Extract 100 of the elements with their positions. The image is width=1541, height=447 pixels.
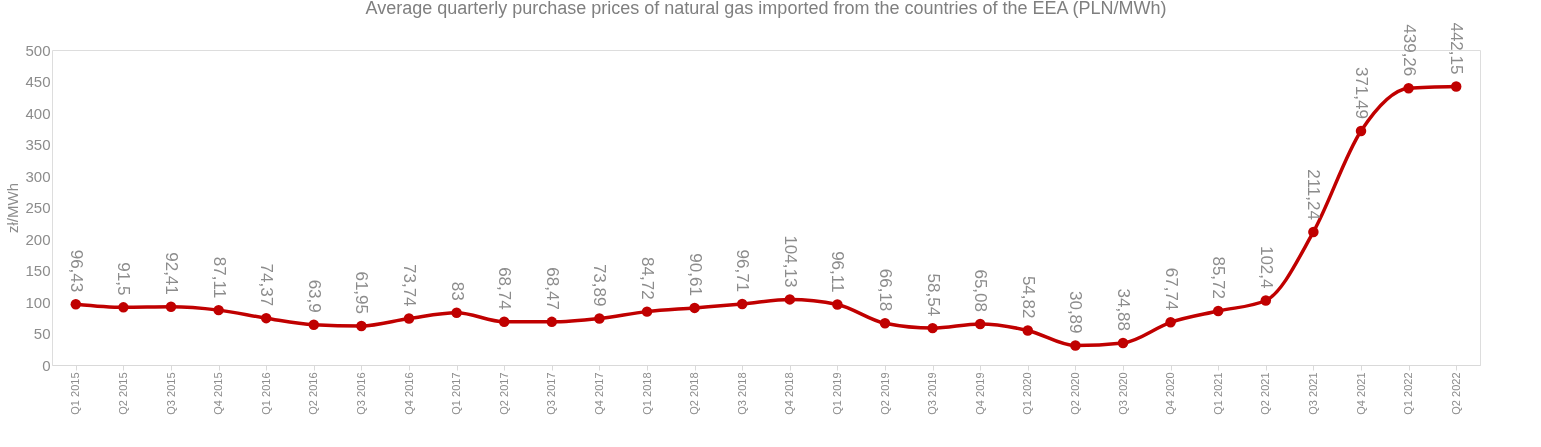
point xyxy=(1022,325,1034,336)
x-tick-label: Q4 2020 xyxy=(1164,372,1177,415)
data-label: 442,15 xyxy=(1447,22,1467,75)
x-tick-label: Q1 2020 xyxy=(1021,372,1034,415)
y-tick-label: 400 xyxy=(25,104,51,122)
data-label: 104,13 xyxy=(780,235,800,288)
point xyxy=(1355,125,1367,137)
point xyxy=(118,302,129,313)
point xyxy=(403,313,415,324)
data-label: 211,24 xyxy=(1304,169,1324,220)
x-tick-label: Q4 2021 xyxy=(1354,372,1367,415)
point xyxy=(498,316,510,327)
x-tick-label: Q1 2022 xyxy=(1402,372,1415,415)
data-label: 96,71 xyxy=(733,249,753,293)
point xyxy=(927,322,938,334)
data-label: 74,37 xyxy=(257,263,277,307)
point xyxy=(784,294,796,305)
data-label: 34,88 xyxy=(1114,288,1133,332)
data-label: 63,9 xyxy=(304,279,324,313)
x-tick-label: Q1 2015 xyxy=(69,372,82,415)
x-tick-label: Q4 2016 xyxy=(402,372,415,415)
point xyxy=(1260,295,1272,306)
x-tick-label: Q2 2021 xyxy=(1259,372,1272,415)
data-label: 73,89 xyxy=(590,263,610,307)
x-tick-label: Q3 2020 xyxy=(1116,372,1129,415)
point xyxy=(451,307,462,318)
y-tick-label: 350 xyxy=(25,136,51,153)
data-label: 85,72 xyxy=(1209,256,1229,299)
point xyxy=(641,306,653,317)
y-tick-label: 150 xyxy=(25,262,51,279)
point xyxy=(213,304,224,316)
x-tick-label: Q3 2021 xyxy=(1306,372,1319,415)
data-label: 92,41 xyxy=(162,252,181,295)
data-label: 96,11 xyxy=(828,251,848,293)
point xyxy=(974,318,986,330)
chart-title: Average quarterly purchase prices of natural gas imported from the countries of the EEA (PLN/MWh) xyxy=(365,0,1167,19)
data-label: 439,26 xyxy=(1399,24,1419,77)
point xyxy=(689,302,700,314)
point xyxy=(736,298,748,310)
data-label: 66,18 xyxy=(876,268,895,312)
data-label: 61,95 xyxy=(352,271,372,314)
point xyxy=(1450,81,1462,92)
point xyxy=(1403,83,1414,94)
x-tick-label: Q1 2018 xyxy=(640,372,653,415)
point xyxy=(70,299,82,310)
data-label: 90,61 xyxy=(685,253,705,296)
data-label: 102,4 xyxy=(1256,245,1276,289)
data-label: 67,74 xyxy=(1161,267,1181,311)
data-label: 65,08 xyxy=(971,269,991,312)
x-tick-label: Q1 2017 xyxy=(450,372,463,415)
data-label: 96,43 xyxy=(66,249,86,293)
y-tick-label: 300 xyxy=(25,167,51,185)
y-tick-label: 500 xyxy=(25,41,51,59)
data-label: 68,47 xyxy=(542,267,562,310)
data-label: 87,11 xyxy=(209,256,229,299)
x-tick-label: Q4 2019 xyxy=(973,372,986,415)
data-label: 68,74 xyxy=(495,267,515,310)
x-tick-label: Q2 2019 xyxy=(878,372,891,415)
data-label: 84,72 xyxy=(638,257,657,300)
point xyxy=(879,318,891,329)
data-label: 91,5 xyxy=(114,262,134,296)
x-tick-label: Q4 2018 xyxy=(783,372,796,415)
x-tick-label: Q3 2019 xyxy=(926,372,939,415)
data-label: 30,89 xyxy=(1066,290,1086,334)
data-label: 371,49 xyxy=(1352,66,1371,119)
x-tick-label: Q2 2020 xyxy=(1068,372,1081,415)
x-tick-label: Q3 2018 xyxy=(735,372,748,415)
y-tick-label: 50 xyxy=(33,325,51,342)
point xyxy=(1070,340,1081,351)
point xyxy=(165,301,177,313)
x-tick-label: Q4 2015 xyxy=(212,372,225,415)
x-tick-label: Q1 2016 xyxy=(259,372,272,415)
data-label: 73,74 xyxy=(400,264,419,307)
y-axis-title: zł/MWh xyxy=(4,183,22,233)
data-label: 54,82 xyxy=(1018,275,1038,319)
x-tick-label: Q2 2016 xyxy=(307,372,320,415)
y-tick-label: 250 xyxy=(25,199,51,216)
data-label: 83 xyxy=(447,281,467,301)
point xyxy=(308,319,320,330)
point xyxy=(1165,317,1176,328)
y-tick-label: 100 xyxy=(25,293,51,311)
x-tick-label: Q1 2021 xyxy=(1211,372,1224,415)
x-tick-label: Q2 2015 xyxy=(116,372,129,415)
point xyxy=(594,313,605,324)
y-tick-label: 200 xyxy=(25,230,51,248)
x-tick-label: Q2 2022 xyxy=(1449,372,1462,415)
y-tick-label: 0 xyxy=(42,356,51,374)
x-tick-label: Q3 2015 xyxy=(164,372,177,415)
y-tick-label: 450 xyxy=(25,73,51,90)
point xyxy=(832,299,843,310)
x-tick-label: Q2 2018 xyxy=(688,372,701,415)
point xyxy=(546,316,558,328)
point xyxy=(1212,305,1224,317)
data-label: 58,54 xyxy=(923,273,943,317)
x-tick-label: Q2 2017 xyxy=(497,372,510,415)
point xyxy=(1308,226,1319,238)
point xyxy=(356,320,367,332)
x-tick-label: Q3 2017 xyxy=(545,372,558,415)
point xyxy=(260,312,272,324)
x-tick-label: Q4 2017 xyxy=(592,372,605,415)
